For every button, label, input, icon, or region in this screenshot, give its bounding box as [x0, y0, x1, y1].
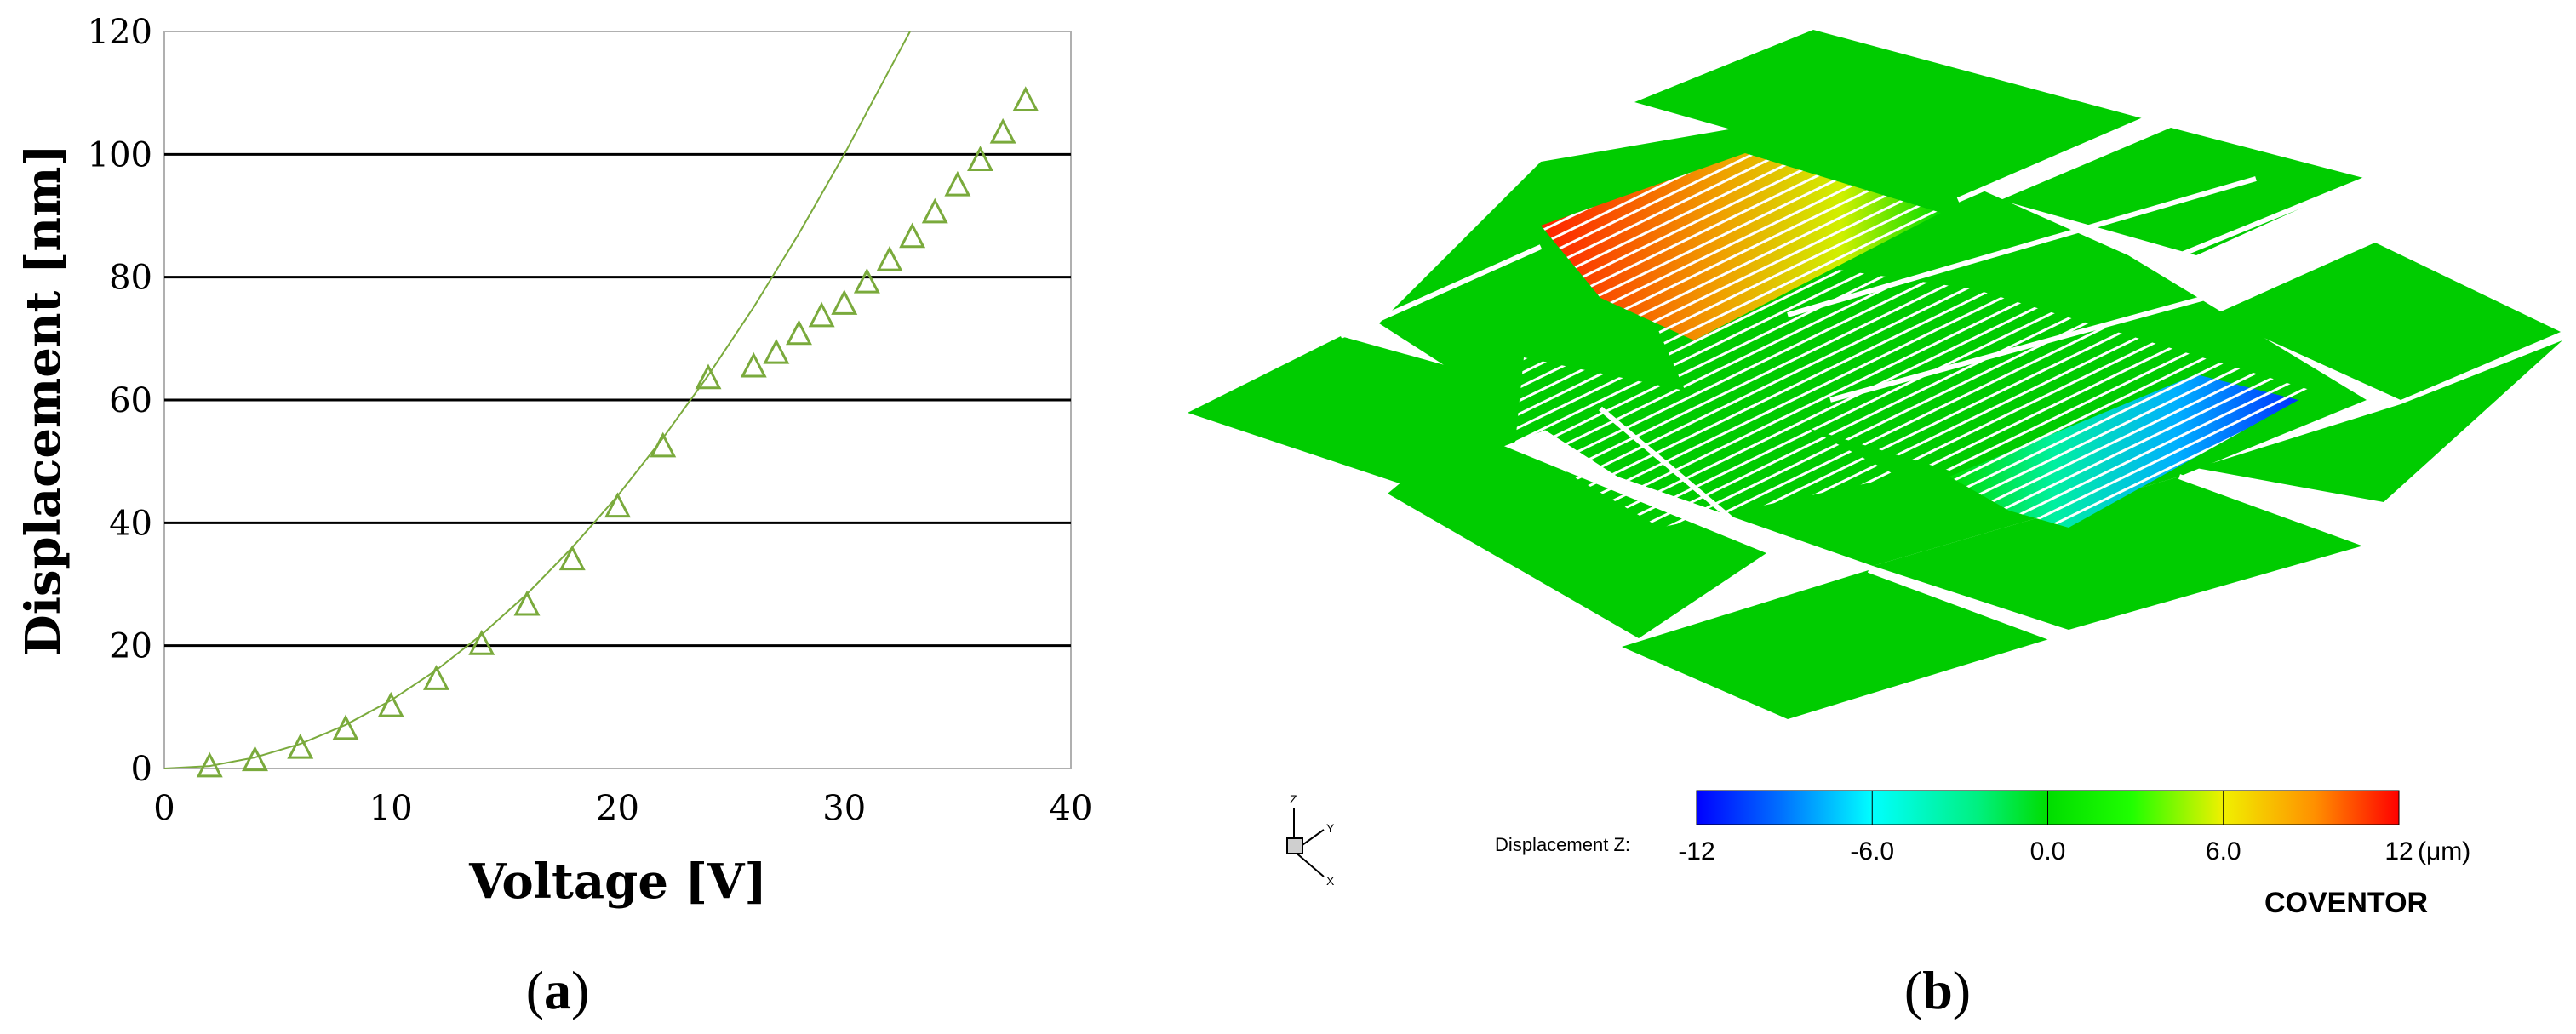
pad — [1873, 477, 2367, 630]
pad — [2196, 340, 2562, 502]
axis-triad: Z Y X — [1286, 792, 1335, 888]
data-point — [377, 691, 404, 717]
slot — [2178, 176, 2368, 258]
colorbar-tick-label: -6.0 — [1850, 837, 1894, 865]
hot-comb-lines — [1541, 153, 1941, 340]
mems-device-render — [1188, 30, 2562, 719]
y-tick-label: 40 — [109, 504, 152, 543]
data-point — [786, 319, 812, 346]
coventor-brand: COVENTOR — [2264, 887, 2428, 919]
data-point — [1012, 86, 1039, 112]
measured-points — [196, 86, 1039, 778]
pad — [1388, 430, 1766, 638]
data-point — [196, 751, 223, 778]
y-tick-label: 120 — [88, 13, 152, 52]
data-point — [242, 746, 268, 772]
slot — [2178, 474, 2368, 547]
data-point — [876, 245, 903, 271]
slot — [1956, 117, 2147, 203]
data-point — [287, 733, 314, 759]
slot — [1787, 176, 2257, 317]
axis-y-label: Y — [1326, 821, 1335, 835]
x-tick-label: 10 — [369, 789, 413, 828]
pad — [1634, 30, 2145, 196]
data-point — [899, 222, 926, 249]
pad — [2213, 243, 2561, 400]
x-tick-label: 0 — [153, 789, 175, 828]
y-tick-label: 20 — [109, 627, 152, 666]
colorbar-tick-label: 12 — [2384, 837, 2413, 865]
cold-comb-lines — [1949, 374, 2298, 528]
slot — [1829, 270, 2299, 403]
x-tick-label: 40 — [1050, 789, 1093, 828]
slot — [1599, 406, 1764, 547]
x-axis-title: Voltage [V] — [468, 854, 767, 910]
x-tick-labels: 0 10 20 30 40 — [153, 789, 1092, 828]
y-tick-label: 100 — [88, 135, 152, 174]
x-tick-label: 20 — [596, 789, 639, 828]
data-point — [423, 665, 449, 690]
y-tick-label: 60 — [109, 381, 152, 420]
comb-field — [1515, 357, 1898, 528]
colorbar-tick-label: 0.0 — [2030, 837, 2066, 865]
data-point — [604, 492, 631, 518]
colorbar-tick-label: 6.0 — [2206, 837, 2241, 865]
data-point — [989, 117, 1016, 144]
x-tick-label: 30 — [822, 789, 866, 828]
colorbar-ticks: -12 -6.0 0.0 6.0 12 — [1678, 791, 2413, 865]
data-point — [558, 545, 586, 571]
data-point — [921, 197, 948, 224]
data-point — [650, 431, 677, 458]
slot — [1339, 244, 1543, 339]
data-point — [695, 363, 722, 390]
pad — [1622, 570, 2052, 719]
data-point — [468, 629, 495, 655]
panel-label-b: (b) — [1904, 960, 1971, 1020]
data-point — [513, 590, 541, 616]
colorbar-tick-label: -12 — [1678, 837, 1714, 865]
data-point — [808, 301, 835, 328]
y-tick-label: 0 — [131, 750, 152, 789]
data-point — [831, 289, 858, 315]
axis-x-label: X — [1326, 874, 1335, 888]
voltage-displacement-chart: 0 20 40 60 80 100 120 0 10 20 30 40 Displacement [… — [15, 13, 1092, 1020]
coventor-simulation: Z Y X Displacement Z: -12 -6.0 0.0 6.0 12 (μ… — [1188, 30, 2562, 1020]
fit-line — [163, 31, 911, 769]
data-point — [944, 170, 971, 197]
y-tick-labels: 0 20 40 60 80 100 120 — [88, 13, 152, 789]
colorbar-label: Displacement Z: — [1495, 834, 1630, 855]
colorbar: Displacement Z: -12 -6.0 0.0 6.0 12 (μm) COV… — [1495, 790, 2470, 919]
slot — [1867, 568, 2053, 641]
y-axis-title: Displacement [nm] — [15, 144, 72, 656]
axis-z-label: Z — [1290, 792, 1297, 806]
data-point — [740, 351, 767, 378]
grid-lines — [164, 152, 1071, 648]
data-point — [763, 338, 790, 364]
data-point — [853, 267, 880, 294]
y-tick-label: 80 — [109, 259, 152, 298]
colorbar-unit: (μm) — [2418, 837, 2470, 865]
pad — [2001, 128, 2367, 255]
data-point — [332, 714, 359, 740]
panel-label-a: (a) — [526, 960, 590, 1020]
data-point — [967, 146, 993, 172]
